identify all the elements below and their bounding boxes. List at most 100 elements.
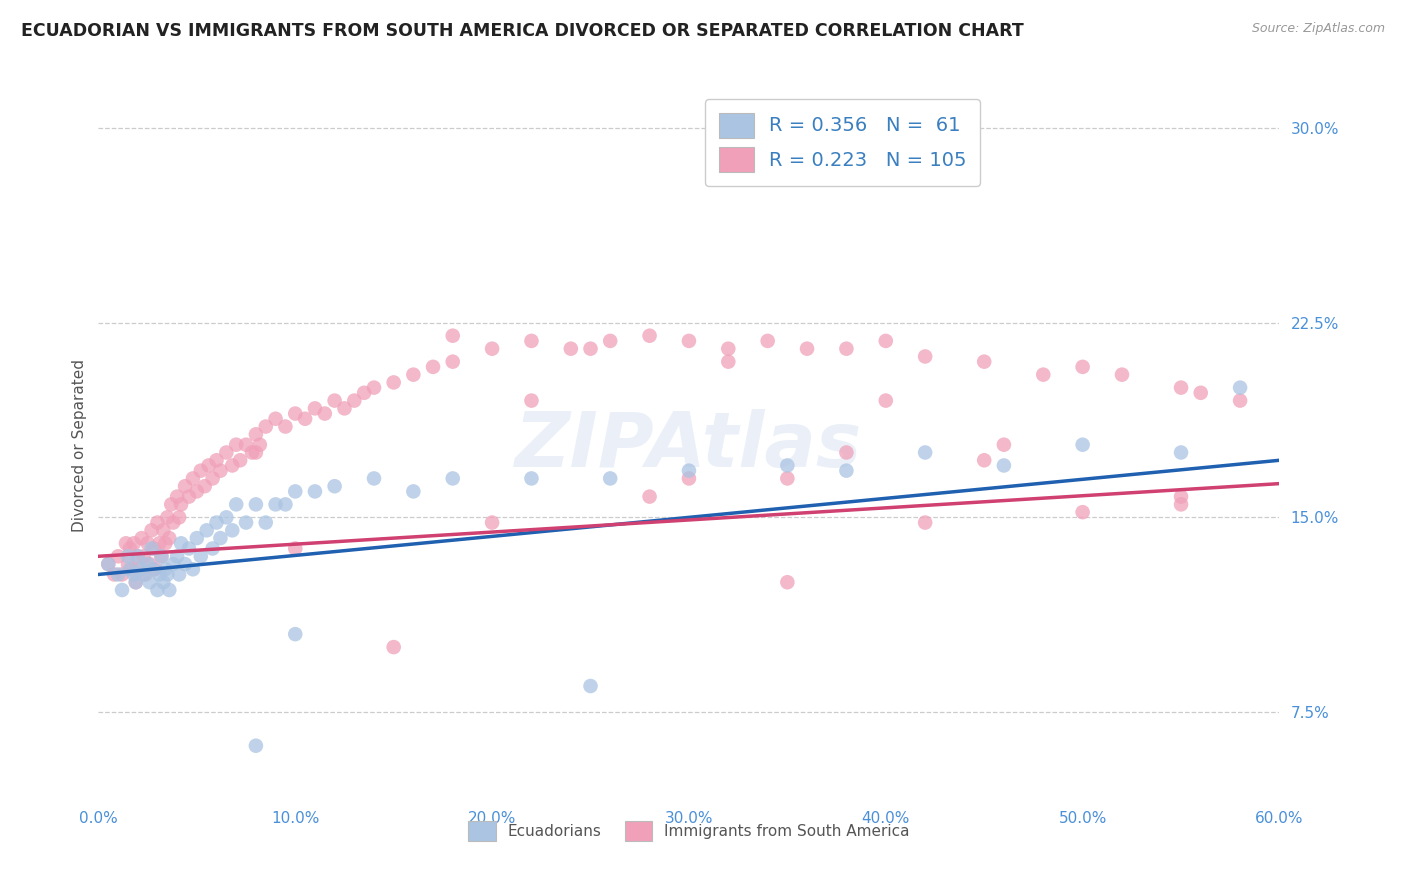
Point [205,516,228,530]
Point [441,471,464,485]
Point [1170,490,1192,504]
Text: Source: ZipAtlas.com: Source: ZipAtlas.com [1251,22,1385,36]
Point [776,458,799,473]
Point [1170,381,1192,395]
Point [136,557,159,571]
Point [186,531,208,545]
Point [201,541,224,556]
Point [264,497,287,511]
Point [122,536,145,550]
Point [118,562,141,576]
Point [162,516,184,530]
Point [284,484,307,499]
Point [107,549,129,564]
Point [221,458,243,473]
Point [229,453,252,467]
Point [284,627,307,641]
Point [118,541,141,556]
Point [128,562,150,576]
Point [166,549,188,564]
Point [157,531,180,545]
Point [170,497,193,511]
Point [157,582,180,597]
Point [135,567,157,582]
Point [146,582,169,597]
Point [174,557,197,571]
Point [973,354,995,368]
Point [1071,438,1094,452]
Point [402,484,425,499]
Point [284,407,307,421]
Point [875,393,897,408]
Point [121,562,143,576]
Point [170,536,193,550]
Point [111,567,134,582]
Point [167,510,190,524]
Point [235,516,257,530]
Point [155,562,177,576]
Point [875,334,897,348]
Point [138,575,160,590]
Point [520,393,543,408]
Text: ZIPAtlas: ZIPAtlas [515,409,863,483]
Point [97,557,120,571]
Point [115,536,138,550]
Point [304,401,326,416]
Point [148,567,170,582]
Point [146,516,169,530]
Point [1229,393,1251,408]
Point [717,342,740,356]
Point [1071,505,1094,519]
Point [156,567,179,582]
Point [127,549,149,564]
Point [141,524,163,538]
Point [1170,445,1192,459]
Point [353,385,375,400]
Point [294,411,316,425]
Point [993,438,1015,452]
Point [1229,381,1251,395]
Point [304,484,326,499]
Point [363,471,385,485]
Point [776,471,799,485]
Point [107,567,129,582]
Point [249,438,271,452]
Point [1071,359,1094,374]
Point [132,549,155,564]
Point [973,453,995,467]
Point [127,549,149,564]
Point [422,359,444,374]
Point [481,342,503,356]
Point [103,567,125,582]
Point [194,479,217,493]
Point [382,376,405,390]
Point [235,438,257,452]
Point [599,334,621,348]
Point [209,531,232,545]
Point [221,524,243,538]
Point [343,393,366,408]
Point [215,445,238,459]
Point [177,490,200,504]
Point [254,419,277,434]
Point [314,407,336,421]
Point [560,342,582,356]
Y-axis label: Divorced or Separated: Divorced or Separated [72,359,87,533]
Point [835,342,858,356]
Point [776,575,799,590]
Point [167,567,190,582]
Point [274,419,297,434]
Point [131,531,153,545]
Point [638,328,661,343]
Point [756,334,779,348]
Point [284,541,307,556]
Point [240,445,263,459]
Point [166,490,188,504]
Point [117,549,139,564]
Point [382,640,405,654]
Point [125,575,148,590]
Point [125,575,148,590]
Point [138,557,160,571]
Point [1032,368,1054,382]
Point [209,464,232,478]
